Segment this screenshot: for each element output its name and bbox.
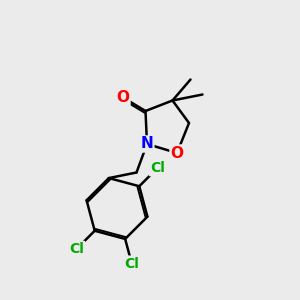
Text: Cl: Cl: [150, 161, 165, 175]
Text: Cl: Cl: [69, 242, 84, 256]
Text: O: O: [170, 146, 184, 160]
Text: O: O: [116, 90, 130, 105]
Text: Cl: Cl: [124, 256, 139, 271]
Text: N: N: [141, 136, 153, 152]
